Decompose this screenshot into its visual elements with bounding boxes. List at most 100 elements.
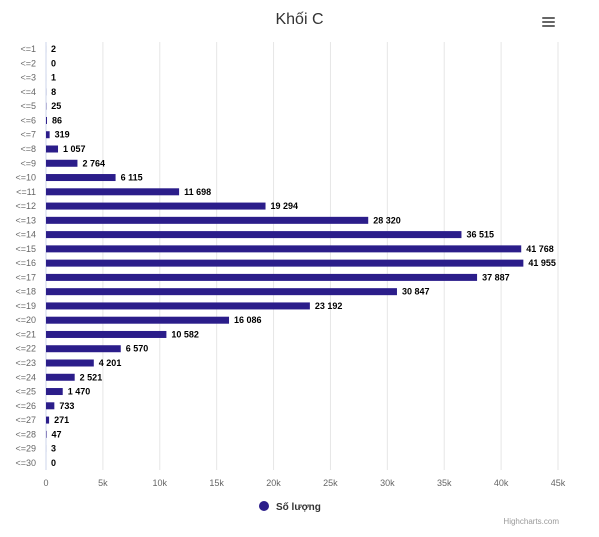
y-tick-label: <=10 [15, 173, 36, 183]
x-tick-label: 10k [153, 478, 168, 488]
y-tick-label: <=1 [20, 44, 36, 54]
bar[interactable] [46, 231, 462, 239]
bar[interactable] [46, 245, 522, 253]
context-menu-icon[interactable] [540, 14, 558, 30]
data-label: 23 192 [315, 301, 343, 311]
data-label: 28 320 [373, 215, 401, 225]
data-label: 1 [51, 73, 56, 83]
x-tick-label: 40k [494, 478, 509, 488]
x-tick-label: 20k [266, 478, 281, 488]
data-label: 41 768 [526, 244, 554, 254]
y-tick-label: <=15 [15, 244, 36, 254]
data-label: 319 [55, 130, 70, 140]
y-tick-label: <=26 [15, 401, 36, 411]
bar[interactable] [46, 216, 369, 224]
bar[interactable] [46, 259, 524, 267]
bar[interactable] [46, 302, 310, 310]
bar[interactable] [46, 145, 59, 153]
y-tick-label: <=6 [20, 115, 36, 125]
y-tick-label: <=11 [16, 187, 36, 197]
x-tick-label: 25k [323, 478, 338, 488]
data-label: 0 [51, 458, 56, 468]
bar[interactable] [46, 345, 121, 353]
data-label: 8 [51, 87, 56, 97]
bar[interactable] [46, 373, 75, 381]
data-label: 271 [54, 415, 69, 425]
y-tick-label: <=30 [15, 458, 36, 468]
y-tick-label: <=4 [20, 87, 36, 97]
y-tick-label: <=8 [20, 144, 36, 154]
bar[interactable] [46, 202, 266, 210]
bar[interactable] [46, 116, 47, 124]
data-label: 37 887 [482, 272, 510, 282]
credits-link[interactable]: Highcharts.com [503, 517, 559, 526]
y-tick-label: <=29 [15, 444, 36, 454]
data-label: 19 294 [271, 201, 299, 211]
bar[interactable] [46, 273, 478, 281]
data-label: 0 [51, 58, 56, 68]
bar[interactable] [46, 402, 55, 410]
data-label: 86 [52, 115, 62, 125]
bar[interactable] [46, 188, 180, 196]
data-label: 6 115 [121, 173, 143, 183]
x-tick-label: 30k [380, 478, 395, 488]
bar[interactable] [46, 131, 50, 139]
y-tick-label: <=14 [15, 230, 36, 240]
y-tick-label: <=23 [15, 358, 36, 368]
data-label: 16 086 [234, 315, 262, 325]
x-tick-label: 0 [43, 478, 48, 488]
legend-marker[interactable] [259, 501, 269, 511]
y-tick-label: <=13 [15, 215, 36, 225]
data-label: 6 570 [126, 344, 149, 354]
data-label: 2 521 [80, 372, 103, 382]
y-tick-label: <=18 [15, 287, 36, 297]
x-tick-label: 45k [551, 478, 566, 488]
chart-title: Khối C [275, 11, 324, 28]
x-tick-label: 35k [437, 478, 452, 488]
y-tick-label: <=28 [15, 429, 36, 439]
bar[interactable] [46, 330, 167, 338]
bar[interactable] [46, 359, 94, 367]
x-tick-label: 5k [98, 478, 108, 488]
data-label: 41 955 [528, 258, 556, 268]
y-tick-label: <=7 [20, 130, 36, 140]
y-tick-label: <=2 [20, 58, 36, 68]
data-label: 1 057 [63, 144, 86, 154]
data-label: 3 [51, 444, 56, 454]
bar[interactable] [46, 159, 78, 167]
data-label: 30 847 [402, 287, 430, 297]
bar[interactable] [46, 174, 116, 182]
y-tick-label: <=3 [20, 73, 36, 83]
bar[interactable] [46, 288, 397, 296]
y-tick-label: <=19 [15, 301, 36, 311]
data-label: 733 [59, 401, 74, 411]
y-tick-label: <=17 [15, 272, 36, 282]
data-label: 2 764 [82, 158, 105, 168]
data-label: 47 [52, 429, 62, 439]
bar[interactable] [46, 416, 50, 424]
y-tick-label: <=21 [15, 329, 36, 339]
y-tick-label: <=20 [15, 315, 36, 325]
bar[interactable] [46, 388, 63, 396]
y-tick-label: <=16 [15, 258, 36, 268]
y-tick-label: <=25 [15, 387, 36, 397]
x-tick-label: 15k [209, 478, 224, 488]
y-tick-label: <=27 [15, 415, 36, 425]
data-label: 36 515 [466, 230, 494, 240]
y-tick-label: <=24 [15, 372, 36, 382]
data-label: 2 [51, 44, 56, 54]
y-tick-label: <=5 [20, 101, 36, 111]
data-label: 11 698 [184, 187, 211, 197]
bar[interactable] [46, 316, 230, 324]
y-tick-label: <=12 [15, 201, 36, 211]
data-label: 1 470 [68, 387, 91, 397]
data-label: 25 [51, 101, 61, 111]
y-tick-label: <=22 [15, 344, 36, 354]
bar[interactable] [46, 430, 47, 438]
y-tick-label: <=9 [20, 158, 36, 168]
data-label: 10 582 [171, 329, 199, 339]
legend-label[interactable]: Số lượng [276, 501, 321, 513]
data-label: 4 201 [99, 358, 122, 368]
